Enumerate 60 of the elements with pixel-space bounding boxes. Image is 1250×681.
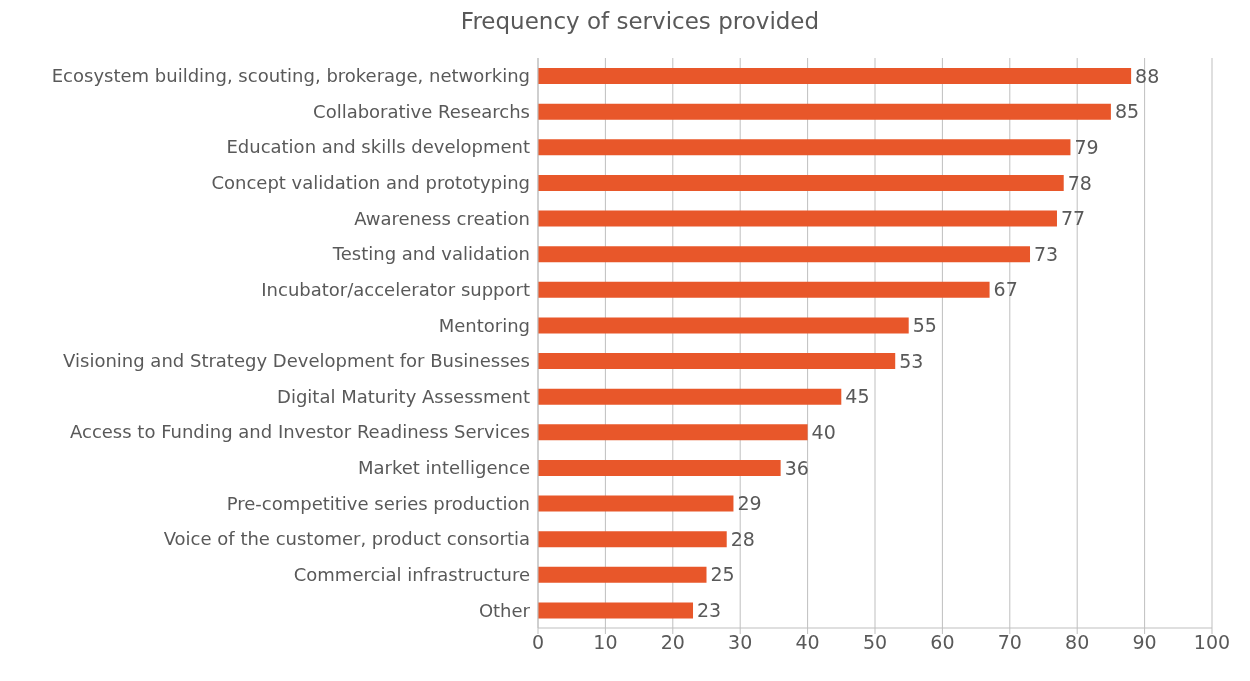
data-label: 85 [1114,100,1140,123]
bar [538,495,734,512]
x-tick-label: 10 [593,631,618,654]
x-tick-label: 90 [1132,631,1157,654]
y-tick-label: Access to Funding and Investor Readiness Services [70,421,530,443]
bar [538,139,1071,156]
y-tick-label: Commercial infrastructure [293,563,530,585]
data-label: 55 [912,314,937,337]
data-label: 67 [993,278,1018,301]
bar [538,103,1111,120]
bar [538,459,781,476]
y-tick-label: Concept validation and prototyping [211,172,530,194]
x-tick-label: 20 [660,631,685,654]
bar [538,246,1031,263]
data-label: 78 [1067,171,1092,194]
y-tick-label: Digital Maturity Assessment [277,385,530,407]
data-label: 73 [1034,242,1059,265]
bar [538,174,1064,191]
y-tick-label: Voice of the customer, product consortia [163,528,530,550]
bar [538,602,694,619]
y-tick-label: Other [478,599,531,621]
x-tick-label: 50 [862,631,888,654]
y-tick-label: Mentoring [438,314,530,336]
x-tick-label: 30 [728,631,753,654]
bar [538,68,1132,84]
y-tick-label: Market intelligence [357,457,530,479]
bar [538,317,909,334]
data-label: 36 [784,456,809,479]
y-tick-label: Pre-competitive series production [226,492,530,514]
bar [538,531,727,548]
x-tick-label: 80 [1065,631,1090,654]
y-tick-label: Awareness creation [354,207,530,229]
data-label: 88 [1135,64,1160,87]
bar [538,388,842,405]
bar [538,210,1057,227]
y-tick-label: Incubator/accelerator support [261,278,530,300]
data-label: 77 [1060,207,1086,230]
data-label: 23 [697,599,722,622]
x-tick-label: 0 [531,631,545,654]
x-tick-label: 40 [795,631,820,654]
y-tick-label: Testing and validation [331,243,530,265]
x-tick-label: 60 [930,631,955,654]
data-label: 28 [730,527,755,550]
bar [538,281,990,298]
y-tick-label: Collaborative Researchs [313,100,530,122]
y-tick-label: Education and skills development [226,136,530,158]
y-tick-label: Ecosystem building, scouting, brokerage, networking [51,65,530,87]
data-label: 45 [845,385,870,408]
bar [538,424,808,441]
y-tick-label: Visioning and Strategy Development for Businesses [63,350,530,372]
bar [538,566,707,583]
x-tick-label: 100 [1193,631,1231,654]
x-tick-label: 70 [997,631,1022,654]
data-label: 40 [811,420,836,443]
chart-title: Frequency of services provided [459,8,821,36]
data-label: 53 [899,349,924,372]
data-label: 25 [710,563,735,586]
data-label: 79 [1074,135,1099,158]
data-label: 29 [737,492,762,515]
bar [538,353,896,369]
